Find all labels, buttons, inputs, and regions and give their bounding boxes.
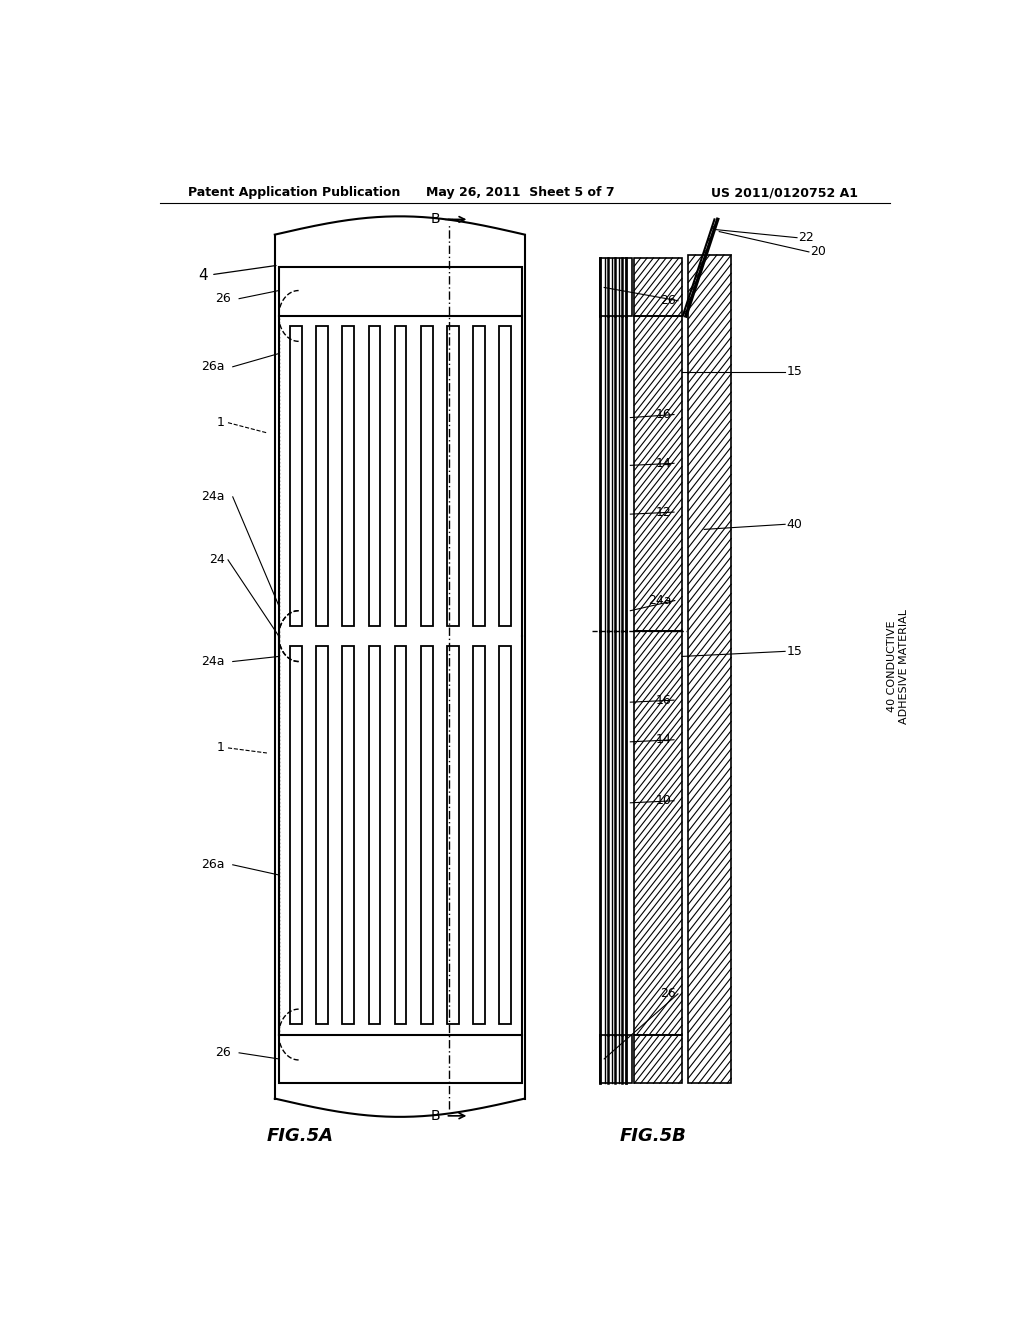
Text: 14: 14 [655, 734, 672, 746]
Text: 24a: 24a [202, 655, 225, 668]
Text: 26a: 26a [202, 858, 225, 871]
Bar [290, 647, 302, 1024]
Bar [447, 326, 459, 626]
Text: 24a: 24a [648, 594, 672, 607]
Text: Patent Application Publication: Patent Application Publication [187, 186, 400, 199]
Text: 20: 20 [811, 246, 826, 259]
Bar [316, 647, 328, 1024]
Bar [316, 326, 328, 626]
Text: 4: 4 [199, 265, 276, 284]
Bar [342, 647, 354, 1024]
Bar [342, 326, 354, 626]
Text: B: B [430, 1109, 440, 1123]
Text: 15: 15 [786, 366, 803, 379]
Bar [421, 326, 433, 626]
Bar [369, 326, 380, 626]
Text: 24a: 24a [202, 490, 225, 503]
Text: FIG.5A: FIG.5A [267, 1127, 334, 1146]
Bar [473, 647, 485, 1024]
Bar [600, 1035, 632, 1084]
Text: FIG.5B: FIG.5B [620, 1127, 687, 1146]
Bar [421, 647, 433, 1024]
Text: May 26, 2011  Sheet 5 of 7: May 26, 2011 Sheet 5 of 7 [426, 186, 614, 199]
Text: 26a: 26a [202, 360, 225, 374]
Bar [634, 1035, 682, 1084]
Text: US 2011/0120752 A1: US 2011/0120752 A1 [712, 186, 858, 199]
Text: 1: 1 [217, 742, 225, 755]
Text: 26: 26 [659, 294, 676, 308]
Bar [500, 647, 511, 1024]
Bar [394, 647, 407, 1024]
Bar [394, 326, 407, 626]
Text: 12: 12 [655, 506, 672, 519]
Text: 40 CONDUCTIVE
ADHESIVE MATERIAL: 40 CONDUCTIVE ADHESIVE MATERIAL [887, 609, 908, 725]
Text: 24: 24 [209, 553, 225, 566]
Text: 14: 14 [655, 457, 672, 470]
Bar [634, 257, 682, 315]
Bar [279, 267, 522, 315]
Bar [634, 315, 682, 631]
Text: 1: 1 [217, 416, 225, 429]
Text: 40: 40 [786, 517, 803, 531]
Bar [500, 326, 511, 626]
Bar [279, 1035, 522, 1084]
Bar [600, 257, 632, 315]
Bar [369, 647, 380, 1024]
Text: 10: 10 [655, 795, 672, 808]
Bar [447, 647, 459, 1024]
Bar [688, 255, 731, 1084]
Text: 26: 26 [659, 987, 676, 1001]
Text: 16: 16 [655, 693, 672, 706]
Text: 26: 26 [215, 292, 231, 305]
Text: 26: 26 [215, 1047, 231, 1060]
Bar [634, 631, 682, 1035]
Text: B: B [430, 213, 440, 227]
Text: 16: 16 [655, 408, 672, 421]
Bar [290, 326, 302, 626]
Text: 15: 15 [786, 645, 803, 657]
Text: 22: 22 [799, 231, 814, 244]
Bar [473, 326, 485, 626]
